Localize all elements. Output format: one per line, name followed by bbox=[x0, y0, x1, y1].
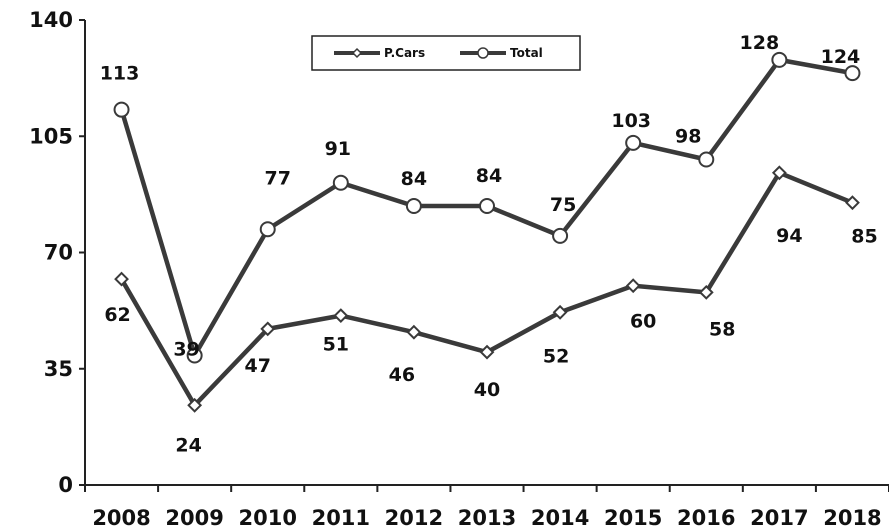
x-tick-label: 2015 bbox=[604, 506, 662, 530]
data-point bbox=[479, 344, 495, 360]
data-label: 75 bbox=[550, 194, 576, 216]
data-point bbox=[259, 221, 276, 238]
data-label: 128 bbox=[740, 32, 780, 54]
data-point bbox=[332, 174, 349, 191]
x-tick-label: 2013 bbox=[458, 506, 516, 530]
data-label: 84 bbox=[401, 168, 427, 190]
x-tick-label: 2008 bbox=[92, 506, 150, 530]
y-tick-label: 105 bbox=[29, 124, 73, 148]
data-point bbox=[845, 195, 860, 211]
data-label: 47 bbox=[245, 355, 271, 377]
x-tick-label: 2009 bbox=[165, 506, 223, 530]
data-label: 94 bbox=[776, 225, 802, 247]
x-tick-label: 2017 bbox=[750, 506, 808, 530]
data-point bbox=[844, 65, 861, 82]
legend: P.Cars Total bbox=[311, 35, 581, 71]
data-label: 77 bbox=[265, 167, 291, 189]
x-tick-label: 2010 bbox=[239, 506, 297, 530]
x-tick-label: 2018 bbox=[823, 506, 881, 530]
series-layer bbox=[113, 51, 861, 413]
legend-marker bbox=[477, 47, 489, 59]
y-axis-ticks: 0 35 70 105 140 bbox=[29, 8, 85, 497]
data-label: 84 bbox=[476, 165, 502, 187]
y-tick-label: 140 bbox=[29, 8, 73, 32]
data-label: 51 bbox=[323, 334, 349, 356]
data-label: 113 bbox=[100, 63, 140, 85]
data-labels: 62 24 47 51 46 40 52 60 58 94 85 113 39 77 91 84 84 75 103… bbox=[100, 32, 878, 456]
x-tick-label: 2011 bbox=[312, 506, 370, 530]
data-label: 58 bbox=[709, 318, 735, 340]
data-label: 103 bbox=[611, 110, 651, 132]
data-point bbox=[771, 165, 787, 181]
data-point bbox=[113, 101, 130, 118]
data-point bbox=[479, 198, 495, 214]
data-label: 39 bbox=[173, 338, 199, 360]
x-tick-label: 2016 bbox=[677, 506, 735, 530]
data-point bbox=[698, 151, 715, 168]
data-label: 124 bbox=[821, 46, 861, 68]
data-point bbox=[260, 321, 276, 337]
y-tick-label: 70 bbox=[44, 241, 73, 265]
data-point bbox=[333, 308, 349, 324]
legend-marker bbox=[351, 47, 363, 59]
data-point bbox=[114, 271, 129, 287]
y-tick-label: 35 bbox=[44, 357, 73, 381]
data-label: 52 bbox=[543, 345, 569, 367]
data-point bbox=[552, 304, 568, 320]
series-total bbox=[113, 51, 861, 364]
data-label: 24 bbox=[175, 434, 201, 456]
x-tick-label: 2012 bbox=[385, 506, 443, 530]
data-label: 85 bbox=[851, 226, 877, 248]
data-point bbox=[405, 198, 422, 214]
data-point bbox=[186, 347, 203, 364]
axes bbox=[84, 20, 889, 486]
data-point bbox=[552, 227, 569, 244]
data-label: 62 bbox=[104, 304, 130, 326]
x-tick-label: 2014 bbox=[531, 506, 589, 530]
legend-label: P.Cars bbox=[384, 46, 425, 60]
data-point bbox=[698, 284, 714, 300]
series-p-cars bbox=[114, 165, 860, 413]
data-point bbox=[625, 278, 641, 294]
data-label: 60 bbox=[630, 311, 656, 333]
data-point bbox=[187, 397, 203, 413]
data-label: 98 bbox=[675, 126, 701, 148]
data-label: 40 bbox=[474, 379, 500, 401]
data-point bbox=[406, 324, 422, 340]
x-axis-ticks: 2008 2009 2010 2011 2012 2013 2014 2015 2016 2017… bbox=[84, 485, 889, 530]
data-label: 46 bbox=[389, 364, 415, 386]
data-label: 91 bbox=[325, 138, 351, 160]
data-point bbox=[771, 51, 788, 68]
legend-label: Total bbox=[510, 46, 543, 60]
y-tick-label: 0 bbox=[58, 473, 73, 497]
data-point bbox=[625, 134, 642, 151]
